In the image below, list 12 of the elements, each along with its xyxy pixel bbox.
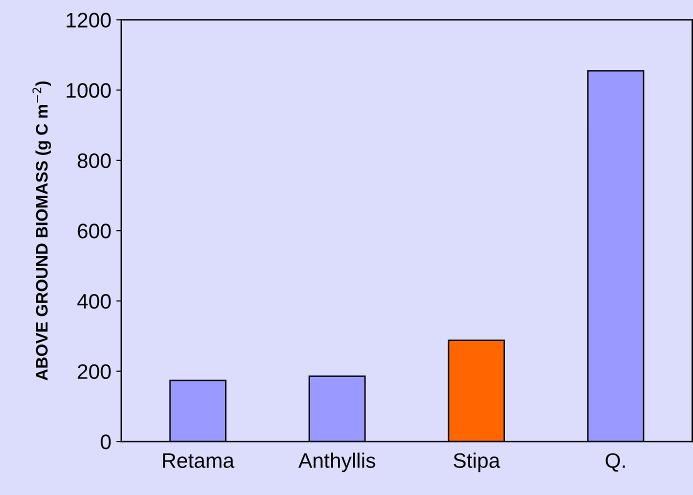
x-tick-label: Retama <box>163 453 234 468</box>
x-tick-label: Anthyllis <box>298 452 376 472</box>
y-tick-label: 400 <box>77 294 111 309</box>
y-tick-label: 600 <box>78 224 111 238</box>
y-tick-label: 800 <box>78 153 111 168</box>
x-tick-label: Q. <box>606 453 625 472</box>
y-tick-label: 0 <box>100 434 111 450</box>
x-tick-label: Stipa <box>454 452 500 472</box>
y-tick-label: 200 <box>78 364 111 380</box>
y-axis-title: ABOVE GROUND BIOMASS (g C m$^{−2}$) <box>32 81 52 380</box>
y-tick-label: 1000 <box>66 83 111 98</box>
y-tick-label: 1200 <box>66 12 111 28</box>
